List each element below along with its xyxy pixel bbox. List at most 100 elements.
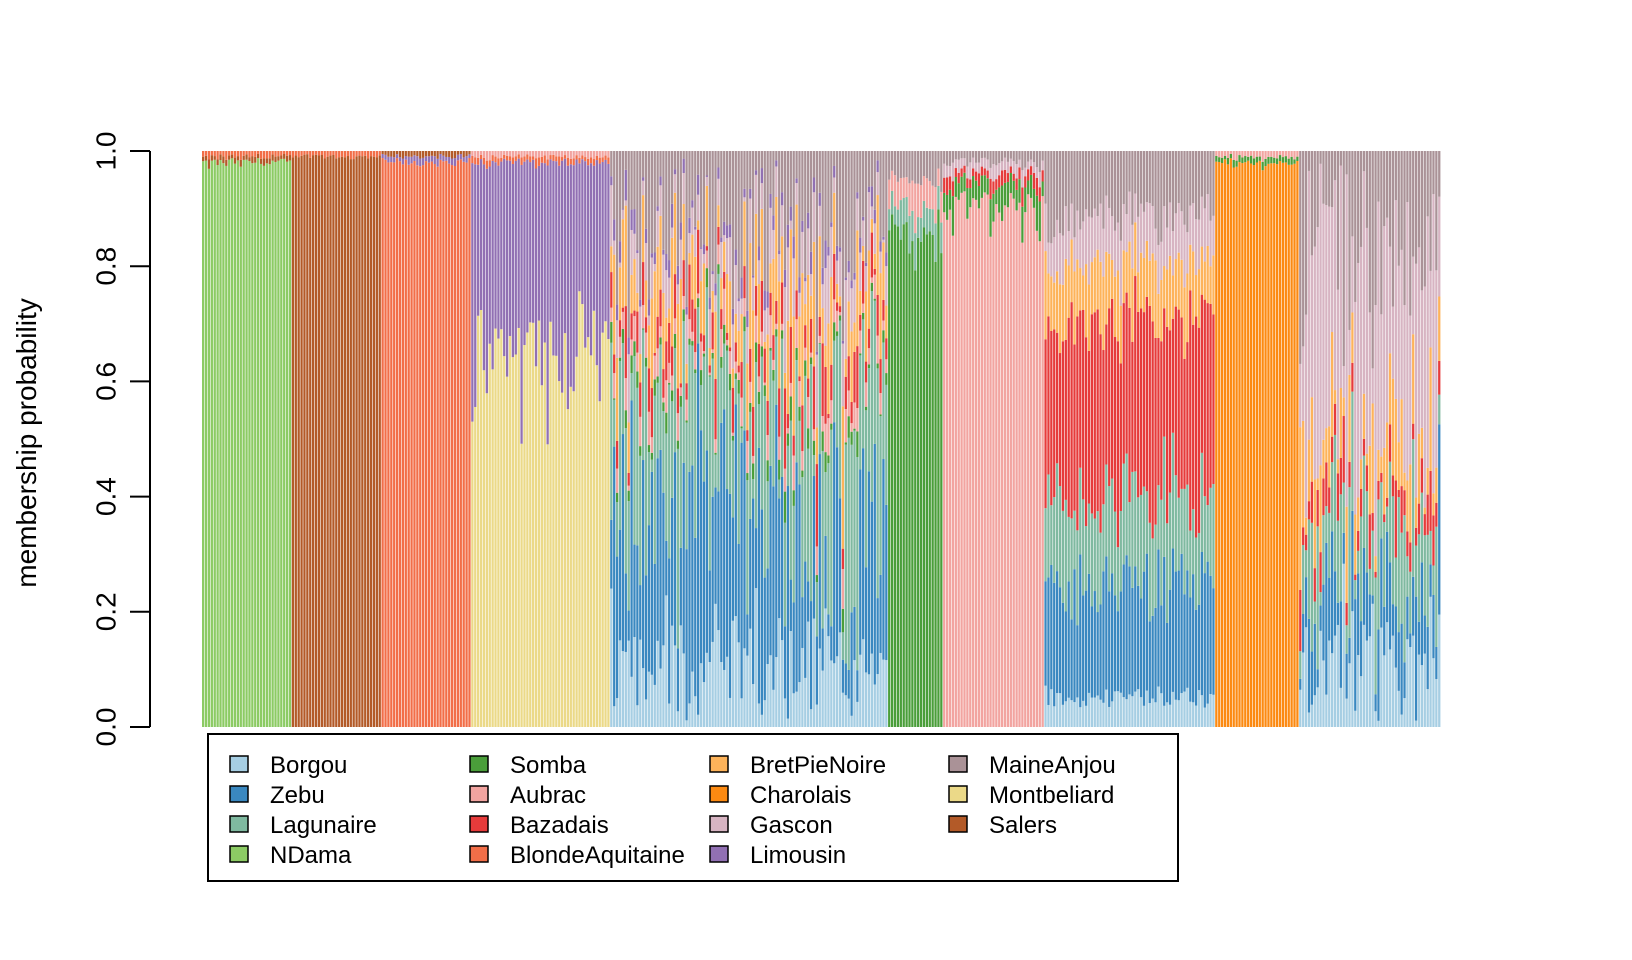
bar-segment-maineanjou [937,151,940,169]
bar-segment-borgou [795,691,798,727]
bar-segment-gascon [1429,270,1432,348]
individual-bar [1264,151,1267,727]
bar-segment-lagunaire [1055,463,1059,572]
bar-segment-somba [1241,157,1244,164]
bar-segment-maineanjou [1024,151,1027,168]
bar-segment-lagunaire [841,632,845,660]
legend-swatch [229,785,249,803]
bar-segment-blondeaquitaine [329,151,332,156]
bar-segment-zebu [795,462,798,692]
bar-segment-gascon [728,237,732,282]
bar-segment-borgou [1331,653,1334,727]
bar-segment-maineanjou [1417,151,1421,248]
bar-segment-borgou [1174,699,1177,727]
bar-segment-ndama [245,159,248,727]
individual-bar [1386,151,1389,727]
bar-segment-aubrac [569,151,572,159]
bar-segment-aubrac [809,352,813,358]
bar-segment-somba [833,322,836,341]
y-tick-label: 0.2 [90,592,121,631]
bar-segment-bazadais [870,232,873,278]
bar-segment-bretpienoire [792,316,795,436]
individual-bar [346,151,350,727]
individual-bar [369,151,373,727]
bar-segment-borgou [853,660,856,727]
bar-segment-gascon [1000,161,1004,171]
bar-segment-blondeaquitaine [592,159,596,166]
bar-segment-maineanjou [1328,151,1331,207]
bar-segment-zebu [873,443,876,685]
bar-segment-blondeaquitaine [540,156,543,163]
bar-segment-maineanjou [708,151,711,298]
bar-segment-borgou [1345,698,1348,727]
bar-segment-borgou [624,651,627,727]
bar-segment-maineanjou [1021,151,1024,171]
bar-segment-borgou [1209,694,1212,727]
bar-segment-borgou [1064,701,1067,727]
bar-segment-gascon [639,306,642,355]
bar-segment-limousin [809,251,813,275]
bar-segment-somba [1003,182,1007,206]
bar-segment-aubrac [1041,196,1044,727]
bar-segment-gascon [1192,203,1195,252]
bar-segment-somba [1229,153,1232,159]
bar-segment-somba [752,463,755,480]
bar-segment-lagunaire [1148,522,1151,622]
bar-segment-blondeaquitaine [254,151,257,157]
bar-segment-bretpienoire [1177,252,1180,310]
individual-bar [1331,151,1334,727]
bar-segment-limousin [604,159,607,322]
bar-segment-borgou [778,618,781,727]
bar-segment-aubrac [795,319,798,348]
bar-segment-borgou [783,698,787,727]
bar-segment-bazadais [1148,305,1151,523]
bar-segment-lagunaire [656,382,659,459]
bar-segment-lagunaire [1313,601,1316,624]
individual-bar [769,151,772,727]
bar-segment-bazadais [804,325,807,348]
bar-segment-bazadais [859,314,862,331]
bar-segment-aubrac [584,151,587,158]
bar-segment-gascon [1307,170,1311,440]
bar-segment-maineanjou [1374,151,1377,306]
individual-bar [1345,151,1348,727]
bar-segment-bazadais [873,268,876,275]
bar-segment-gascon [786,247,790,321]
bar-segment-limousin [882,236,885,240]
bar-segment-zebu [760,509,763,715]
individual-bar [1160,151,1163,727]
bar-segment-limousin [830,222,833,227]
bar-segment-montbeliard [479,310,483,727]
bar-segment-lagunaire [613,399,616,447]
bar-segment-lagunaire [670,401,674,498]
bar-segment-limousin [416,156,419,166]
bar-segment-limousin [760,168,763,184]
bar-segment-bretpienoire [685,363,688,384]
bar-segment-zebu [621,434,625,652]
individual-bar [589,151,593,727]
bar-segment-somba [775,329,778,337]
bar-segment-limousin [885,252,888,267]
bar-segment-aubrac [789,382,792,397]
bar-segment-zebu [1212,588,1215,695]
bar-segment-aubrac [731,432,735,436]
bar-segment-bretpienoire [879,273,882,360]
individual-bar [375,151,378,728]
individual-bar [740,151,743,727]
bar-segment-blondeaquitaine [482,157,486,165]
bar-segment-borgou [746,655,749,727]
bar-segment-bretpienoire [1328,426,1331,488]
bar-segment-bretpienoire [711,290,714,313]
individual-bar [332,151,335,728]
bar-segment-lagunaire [1165,523,1169,623]
bar-segment-gascon [1377,201,1380,450]
bar-segment-aubrac [778,436,781,460]
bar-segment-somba [850,431,853,445]
bar-segment-maineanjou [1307,151,1311,171]
individual-bar [789,151,792,727]
bar-segment-limousin [630,209,633,230]
bar-segment-charolais [1229,158,1232,728]
bar-segment-borgou [1177,700,1180,727]
bar-segment-maineanjou [974,151,978,163]
bar-segment-blondeaquitaine [225,151,228,160]
